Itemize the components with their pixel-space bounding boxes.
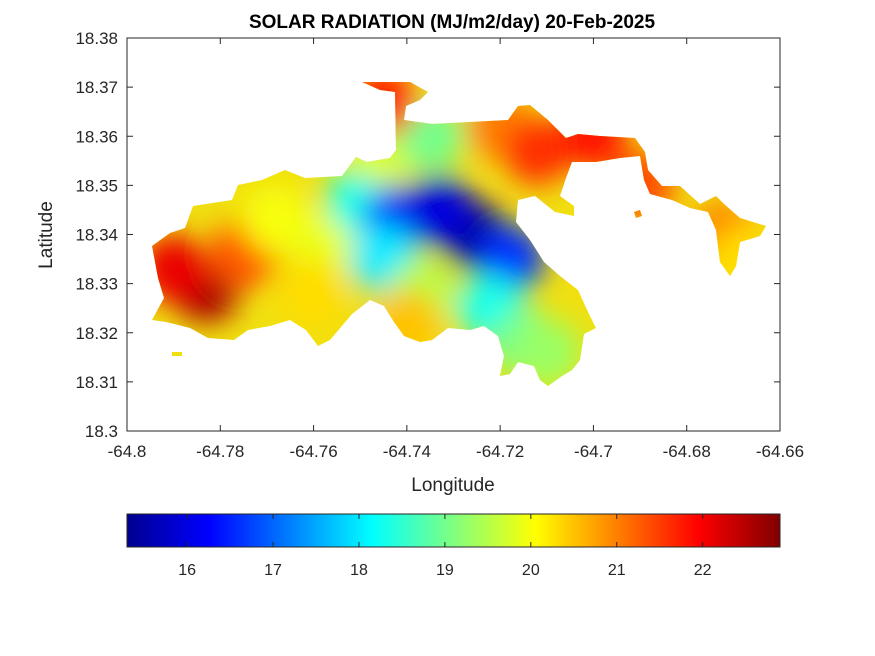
y-tick-label: 18.38 xyxy=(75,29,118,48)
x-tick-label: -64.72 xyxy=(476,442,524,461)
y-tick-label: 18.31 xyxy=(75,373,118,392)
y-tick-label: 18.3 xyxy=(85,422,118,441)
colorbar-tick-label: 20 xyxy=(522,562,540,579)
x-tick-label: -64.7 xyxy=(574,442,613,461)
colorbar-tick-label: 19 xyxy=(436,562,454,579)
x-tick-labels: -64.8 -64.78 -64.76 -64.74 -64.72 -64.7 -64.68… xyxy=(108,442,804,461)
colorbar-tick-label: 21 xyxy=(608,562,626,579)
y-tick-label: 18.37 xyxy=(75,78,118,97)
field-region-21 xyxy=(503,116,572,185)
x-tick-label: -64.8 xyxy=(108,442,147,461)
colorbar-tick-label: 16 xyxy=(178,562,196,579)
x-tick-label: -64.68 xyxy=(663,442,711,461)
colorbar-tick-label: 18 xyxy=(350,562,368,579)
colorbar-tick-label: 17 xyxy=(264,562,282,579)
y-axis-label: Latitude xyxy=(36,201,57,269)
y-tick-label: 18.32 xyxy=(75,324,118,343)
x-tick-label: -64.76 xyxy=(289,442,337,461)
field-region-5 xyxy=(279,259,348,328)
colorbar xyxy=(126,513,781,548)
field-region-3 xyxy=(242,185,311,254)
x-tick-label: -64.74 xyxy=(383,442,431,461)
colorbar-ticks: 16 17 18 19 20 21 22 xyxy=(178,514,712,579)
chart-title: SOLAR RADIATION (MJ/m2/day) 20-Feb-2025 xyxy=(249,12,656,33)
y-tick-labels: 18.3 18.31 18.32 18.33 18.34 18.35 18.36 18.37 1… xyxy=(75,29,118,441)
y-tick-label: 18.34 xyxy=(75,226,118,245)
plot-frame xyxy=(126,37,781,432)
y-tick-label: 18.36 xyxy=(75,127,118,146)
colorbar-tick-label: 22 xyxy=(694,562,712,579)
y-tick-label: 18.35 xyxy=(75,176,118,195)
x-tick-label: -64.78 xyxy=(196,442,244,461)
field-region-9 xyxy=(405,175,474,244)
x-tick-label: -64.66 xyxy=(756,442,804,461)
x-axis-label: Longitude xyxy=(411,475,494,496)
y-tick-label: 18.33 xyxy=(75,275,118,294)
